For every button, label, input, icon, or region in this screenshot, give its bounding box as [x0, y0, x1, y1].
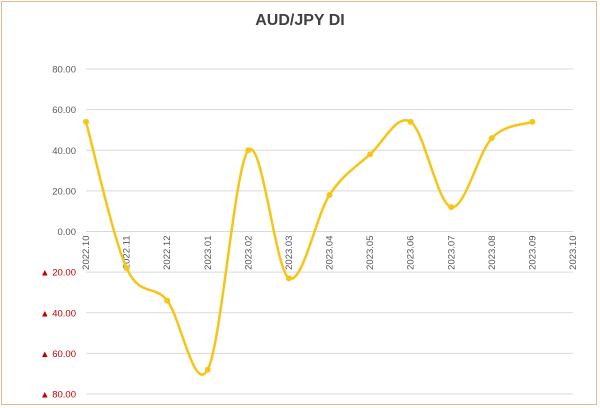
x-tick-label: 2022.12 [162, 236, 173, 270]
data-point [326, 191, 333, 198]
x-tick-label: 2023.01 [203, 236, 214, 270]
series-line [84, 118, 533, 376]
x-axis-ticks: 2022.10 2022.11 2022.12 2023.01 2023.02 2023.… [81, 235, 579, 269]
x-tick-label: 2023.04 [325, 236, 336, 270]
y-tick-label: 20.00 [52, 186, 76, 197]
data-point [83, 118, 89, 125]
data-point [123, 265, 130, 272]
data-point [285, 275, 292, 282]
gridlines [86, 68, 573, 395]
data-point [488, 135, 495, 142]
y-tick-label: 40.00 [52, 146, 76, 157]
data-point [448, 204, 455, 211]
y-tick-label: ▲ 40.00 [40, 308, 76, 319]
y-tick-label: ▲ 80.00 [40, 390, 76, 401]
y-tick-label: ▲ 60.00 [40, 349, 76, 360]
series-layer [83, 118, 536, 376]
x-tick-label: 2023.10 [568, 236, 579, 270]
data-point [164, 297, 171, 304]
data-point [204, 366, 211, 373]
data-point [407, 118, 414, 125]
chart-title: AUD/JPY DI [255, 12, 345, 29]
y-tick-label: 80.00 [52, 65, 76, 76]
x-tick-label: 2023.05 [365, 236, 376, 270]
x-tick-label: 2023.07 [446, 236, 457, 270]
y-tick-label: 60.00 [52, 105, 76, 116]
data-point [245, 147, 252, 154]
x-tick-label: 2022.10 [81, 236, 92, 270]
x-tick-label: 2023.08 [487, 236, 498, 270]
y-tick-label: ▲ 20.00 [40, 268, 76, 279]
x-tick-label: 2022.11 [122, 236, 133, 270]
x-tick-label: 2023.09 [527, 236, 538, 270]
data-point [367, 151, 374, 158]
x-tick-label: 2023.03 [284, 236, 295, 270]
data-point [529, 118, 536, 125]
x-tick-label: 2023.06 [406, 236, 417, 270]
x-tick-label: 2023.02 [243, 235, 254, 269]
y-axis-ticks: 80.00 60.00 40.00 20.00 0.00 ▲ 20.00 ▲ 40.00 ▲ … [40, 65, 76, 401]
y-tick-label: 0.00 [58, 227, 77, 238]
